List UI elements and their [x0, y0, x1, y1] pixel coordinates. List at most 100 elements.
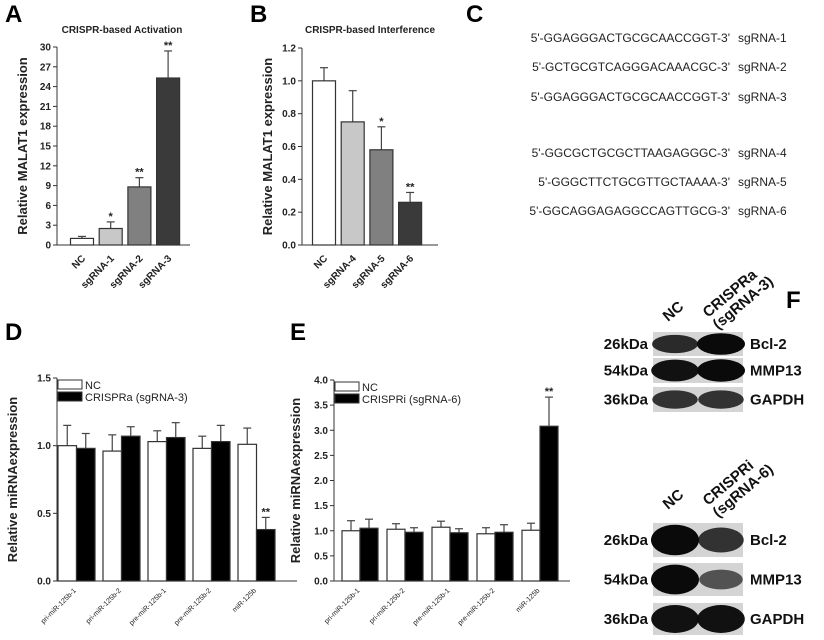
legend-label: CRISPRi (sgRNA-6): [362, 394, 461, 406]
sequence-row: 5'-GGCGCTGCGCTTAAGAGGGC-3' sgRNA-4: [532, 146, 787, 160]
y-tick-label: 0: [45, 241, 51, 252]
molecular-weight-label: 36kDa: [604, 611, 649, 628]
panel-label-d: D: [5, 319, 22, 346]
panel-label-b: B: [250, 1, 267, 28]
y-tick-label: 27: [40, 62, 52, 73]
bar: [69, 237, 95, 246]
bar: [386, 528, 406, 582]
y-tick-label: 1.0: [282, 76, 296, 87]
sequence-text: 5'-GGCGCTGCGCTTAAGAGGGC-3': [532, 146, 730, 160]
chart-title: CRISPR-based Activation: [62, 25, 183, 36]
y-tick-label: 0.0: [282, 241, 296, 252]
y-axis-label: Relative MALAT1 expression: [15, 57, 30, 235]
molecular-weight-label: 26kDa: [604, 336, 649, 353]
y-tick-label: 3.5: [314, 401, 328, 412]
significance-marker: **: [135, 167, 144, 179]
y-tick-label: 18: [40, 122, 52, 133]
protein-label: MMP13: [750, 572, 802, 589]
protein-band: [652, 390, 698, 409]
bar: [156, 77, 181, 246]
y-tick-label: 0.5: [314, 551, 328, 562]
sequence-text: 5'-GCTGCGTCAGGGACAAACGC-3': [532, 60, 730, 74]
x-tick-label: miR-125b: [515, 587, 541, 613]
y-axis-label: Relative MALAT1 expression: [260, 58, 275, 236]
chart-b: CRISPR-based Interference 0.0 0.2 0.4 0.6 0.8…: [260, 25, 438, 291]
y-tick-label: 1.5: [37, 374, 51, 385]
legend-swatch: [57, 379, 83, 390]
legend-label: NC: [85, 380, 101, 392]
bar: [521, 529, 541, 582]
y-tick-label: 0.6: [282, 142, 296, 153]
molecular-weight-label: 36kDa: [604, 392, 649, 409]
sequence-text: 5'-GGAGGGACTGCGCAACCGGT-3': [531, 90, 730, 104]
x-tick-label: pri-miR-125b-2: [85, 587, 123, 625]
significance-marker: **: [164, 40, 173, 52]
y-tick-label: 3.0: [314, 426, 328, 437]
protein-band: [698, 527, 744, 553]
protein-label: GAPDH: [750, 611, 804, 628]
bar: [237, 443, 258, 582]
y-tick-label: 1.5: [314, 501, 328, 512]
panel-label-f: F: [786, 287, 801, 314]
x-tick-label: pri-miR-125b-1: [40, 587, 78, 625]
sequence-text: 5'-GGCAGGAGAGGCCAGTTGCG-3': [529, 204, 730, 218]
protein-band: [651, 524, 699, 556]
panel-label-c: C: [466, 1, 483, 28]
y-tick-label: 30: [40, 43, 52, 54]
significance-marker: *: [109, 211, 114, 223]
y-tick-label: 0.4: [282, 175, 296, 186]
sequence-row: 5'-GGCAGGAGAGGCCAGTTGCG-3' sgRNA-6: [529, 204, 787, 218]
bar: [98, 227, 123, 246]
significance-marker: **: [545, 386, 554, 398]
y-tick-label: 0.0: [314, 577, 328, 588]
protein-band: [652, 334, 698, 354]
y-axis-label: Relative miRNAexpression: [5, 397, 20, 563]
legend-swatch: [334, 393, 360, 404]
bar: [449, 532, 469, 582]
x-tick-label: NC: [70, 253, 88, 271]
y-tick-label: 1.0: [314, 526, 328, 537]
bar: [120, 435, 141, 582]
protein-band: [699, 569, 743, 590]
chart-title: CRISPR-based Interference: [305, 25, 435, 36]
sgrna-name: sgRNA-6: [738, 204, 787, 218]
protein-band: [698, 390, 744, 409]
bar: [340, 121, 365, 246]
chart-a: CRISPR-based Activation 0 3 6 9 12 15 18 21 24 27 3…: [15, 25, 190, 291]
x-tick-label: pre-miR-125b-1: [128, 587, 168, 627]
panel-label-a: A: [5, 1, 22, 28]
bar: [102, 450, 123, 582]
x-tick-label: miR-125b: [231, 587, 257, 613]
protein-label: Bcl-2: [750, 336, 787, 353]
sgrna-name: sgRNA-4: [738, 146, 787, 160]
bar: [57, 445, 78, 582]
x-tick-label: pre-miR-125b-1: [412, 587, 452, 627]
bar: [75, 447, 96, 582]
bar: [369, 149, 394, 246]
bar: [311, 80, 337, 246]
y-tick-label: 4.0: [314, 376, 328, 387]
x-tick-label: pre-miR-125b-2: [173, 587, 213, 627]
legend-swatch: [334, 381, 360, 392]
bar: [404, 531, 424, 582]
y-tick-label: 12: [40, 161, 52, 172]
chart-d: 0.0 0.5 1.0 1.5 Relative miRNAexpression pri-…: [5, 374, 297, 627]
x-tick-label: pri-miR-125b-2: [368, 587, 406, 625]
sequence-row: 5'-GGAGGGACTGCGCAACCGGT-3' sgRNA-3: [531, 90, 787, 104]
sequence-text: 5'-GGAGGGACTGCGCAACCGGT-3': [531, 31, 730, 45]
y-tick-label: 2.5: [314, 451, 328, 462]
protein-band: [651, 564, 699, 595]
y-tick-label: 0.8: [282, 109, 296, 120]
legend-label: NC: [362, 382, 378, 394]
sequence-text: 5'-GGGCTTCTGCGTTGCTAAAA-3': [538, 175, 730, 189]
x-tick-label: NC: [312, 253, 330, 271]
sgrna-name: sgRNA-1: [738, 31, 787, 45]
bar: [398, 201, 423, 246]
y-tick-label: 0.5: [37, 509, 51, 520]
significance-marker: **: [261, 506, 270, 518]
protein-band: [697, 605, 745, 633]
sgrna-name: sgRNA-5: [738, 175, 787, 189]
